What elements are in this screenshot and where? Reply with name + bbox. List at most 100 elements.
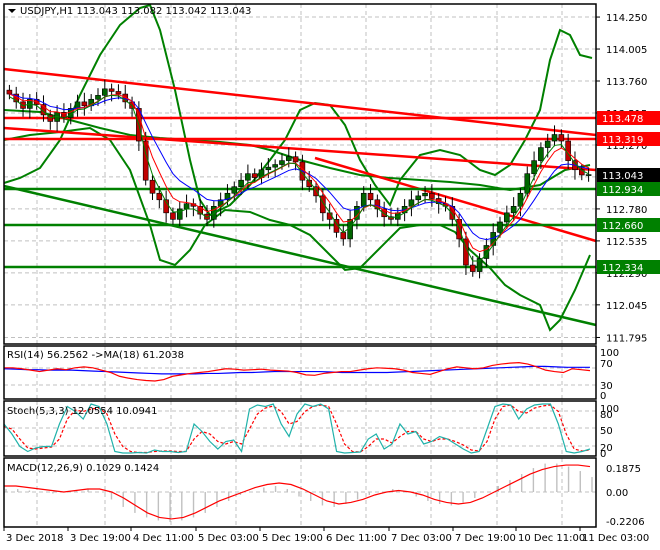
svg-text:113.319: 113.319 [602,135,643,146]
time-tick: 3 Dec 19:00 [70,533,131,544]
svg-text:0: 0 [600,449,606,460]
candle [333,219,340,233]
svg-text:70: 70 [600,359,613,370]
time-tick: 5 Dec 03:00 [198,533,259,544]
svg-text:100: 100 [600,404,619,415]
svg-text:0.1875: 0.1875 [606,464,641,475]
stoch-pane[interactable] [3,403,591,454]
level-tag [597,218,660,232]
indicator-labels: USDJPY,H1 113.043 113.082 113.042 113.04… [7,6,251,474]
time-tick: 3 Dec 2018 [6,533,64,544]
time-tick: 11 Dec 03:00 [582,533,649,544]
candle [108,88,115,92]
candle [251,173,258,178]
candle [340,232,347,240]
svg-text:100: 100 [600,348,619,359]
price-tick: 112.535 [606,237,647,248]
candle [204,213,210,220]
time-tick: 6 Dec 11:00 [326,533,387,544]
candle [544,140,551,148]
price-tick: 112.780 [606,205,647,216]
price-tick: 112.290 [606,269,647,280]
candle [381,208,387,218]
symbol-label: USDJPY,H1 113.043 113.082 113.042 113.04… [20,6,251,17]
price-tick: 111.795 [606,333,647,344]
rsi-label: RSI(14) 56.2562 ->MA(18) 61.2038 [7,350,184,361]
candle [197,206,203,215]
price-tick: 113.760 [606,77,647,88]
candle [231,186,238,194]
candle [476,258,483,272]
time-tick: 7 Dec 03:00 [391,533,452,544]
time-tick: 4 Dec 11:00 [133,533,194,544]
candle [585,174,592,176]
svg-text:0.00: 0.00 [606,488,628,499]
triangle-down-icon[interactable] [8,9,16,13]
candle [279,160,285,165]
macd-pane[interactable] [4,463,593,522]
svg-text:20: 20 [600,443,613,454]
candle [238,179,244,188]
price-tick: 114.250 [606,13,647,24]
level-tag [597,111,660,125]
candle [422,192,428,197]
candle [102,88,108,96]
grid [4,4,596,527]
time-axis: 3 Dec 2018 3 Dec 19:00 4 Dec 11:00 5 Dec 03… [3,527,649,544]
stoch-label: Stoch(5,3,3) 12.0554 10.0941 [7,406,158,417]
candle [558,134,565,142]
time-tick: 10 Dec 11:00 [518,533,585,544]
candle [6,89,13,95]
candle [415,195,422,201]
candle [61,112,67,118]
level-tag [597,132,660,146]
price-pane[interactable] [3,3,597,332]
time-tick: 5 Dec 19:00 [262,533,323,544]
candle [170,212,176,220]
candle [224,192,231,201]
candle [374,199,381,210]
price-axis: 114.250114.005113.760113.515113.270112.7… [596,13,660,528]
candle [551,134,558,142]
candle [115,91,122,95]
candle [524,173,531,194]
candle [320,195,326,214]
candle [469,264,476,272]
svg-text:30: 30 [600,381,613,392]
svg-text:0: 0 [600,391,606,402]
price-tick: 112.045 [606,301,647,312]
svg-text:113.478: 113.478 [602,114,643,125]
current-price-tag [597,168,660,182]
candle [285,156,292,161]
candle [313,186,319,197]
level-tag [597,182,660,196]
svg-text:112.334: 112.334 [602,263,643,274]
candle [306,179,313,188]
price-tick: 113.270 [606,141,647,152]
candle [531,160,537,174]
macd-label: MACD(12,26,9) 0.1029 0.1424 [7,463,159,474]
candle [510,206,517,214]
candle [360,192,367,207]
candle [265,166,272,171]
level-tag [597,260,660,274]
candle [245,173,251,181]
svg-text:80: 80 [600,410,613,421]
svg-text:50: 50 [600,426,613,437]
candle [538,147,544,161]
svg-text:112.660: 112.660 [602,221,643,232]
candle [95,95,101,100]
candle [504,212,510,223]
price-tick: 114.005 [606,45,647,56]
candle [81,101,88,107]
candle [483,245,490,259]
svg-text:-0.2206: -0.2206 [606,517,645,528]
candle [408,199,415,207]
candle [156,192,163,201]
time-tick: 7 Dec 19:00 [455,533,516,544]
rsi-pane[interactable] [3,362,591,382]
candle [183,203,190,210]
svg-text:112.934: 112.934 [602,185,643,196]
candle [272,164,278,168]
